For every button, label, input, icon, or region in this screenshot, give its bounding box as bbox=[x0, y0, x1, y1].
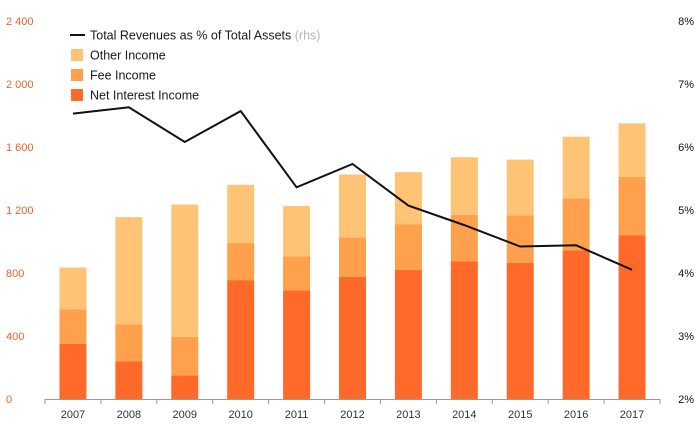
bar-fee-income-2007 bbox=[59, 309, 87, 344]
bar-other-income-2015 bbox=[506, 159, 534, 216]
bar-other-income-2011 bbox=[283, 206, 311, 257]
bar-fee-income-2012 bbox=[339, 237, 366, 277]
x-tick-label-2014: 2014 bbox=[452, 409, 476, 421]
legend-label-net-interest-income: Net Interest Income bbox=[90, 89, 199, 103]
x-tick-label-2013: 2013 bbox=[396, 409, 420, 421]
legend-label-fee-income: Fee Income bbox=[90, 69, 156, 83]
bar-other-income-2017 bbox=[618, 123, 646, 177]
bar-net-interest-income-2009 bbox=[171, 375, 199, 400]
line-total-revenues-pct bbox=[72, 106, 633, 271]
legend: Total Revenues as % of Total Assets (rhs… bbox=[70, 29, 320, 103]
x-tick-label-2007: 2007 bbox=[61, 409, 85, 421]
bar-other-income-2009 bbox=[171, 204, 199, 337]
bar-net-interest-income-2012 bbox=[339, 276, 366, 399]
bar-net-interest-income-2008 bbox=[115, 361, 143, 399]
bar-other-income-2012 bbox=[339, 174, 366, 238]
bar-net-interest-income-2007 bbox=[59, 343, 87, 400]
x-tick-label-2009: 2009 bbox=[173, 409, 197, 421]
y-left-tick-label: 1 200 bbox=[6, 205, 34, 217]
bar-other-income-2016 bbox=[562, 136, 590, 199]
bar-net-interest-income-2014 bbox=[450, 261, 478, 399]
bar-net-interest-income-2015 bbox=[506, 262, 534, 399]
axes-layer: 2007 2008 2009 2010 2011 2012 2013 2014 2015 2016… bbox=[6, 16, 694, 421]
bar-net-interest-income-2013 bbox=[394, 269, 422, 399]
legend-swatch-fee-income bbox=[71, 69, 83, 81]
bar-fee-income-2017 bbox=[618, 176, 646, 236]
legend-swatch-other-income bbox=[71, 49, 83, 61]
y-left-tick-label: 2 400 bbox=[6, 16, 34, 28]
bar-net-interest-income-2011 bbox=[283, 290, 311, 399]
legend-suffix-rhs: (rhs) bbox=[295, 29, 321, 43]
y-left-tick-label: 1 600 bbox=[6, 142, 34, 154]
y-left-tick-label: 400 bbox=[6, 331, 24, 343]
bar-other-income-2010 bbox=[227, 184, 255, 244]
y-right-tick-label: 4% bbox=[678, 268, 694, 280]
y-right-tick-label: 5% bbox=[678, 205, 694, 217]
bar-fee-income-2013 bbox=[394, 224, 422, 270]
bar-net-interest-income-2010 bbox=[227, 280, 255, 399]
legend-label-other-income: Other Income bbox=[90, 49, 166, 63]
bar-fee-income-2011 bbox=[283, 256, 311, 291]
bars-layer bbox=[59, 123, 646, 400]
x-tick-label-2011: 2011 bbox=[285, 409, 309, 421]
legend-swatch-net-interest-income bbox=[71, 89, 83, 101]
y-right-tick-label: 7% bbox=[678, 79, 694, 91]
legend-label-total-revenues: Total Revenues as % of Total Assets (rhs… bbox=[90, 29, 320, 43]
y-left-tick-label: 800 bbox=[6, 268, 24, 280]
x-tick-label-2015: 2015 bbox=[508, 409, 532, 421]
x-tick-label-2008: 2008 bbox=[117, 409, 141, 421]
x-tick-label-2017: 2017 bbox=[620, 409, 644, 421]
line-layer bbox=[72, 106, 633, 271]
bar-net-interest-income-2016 bbox=[562, 250, 590, 399]
bar-other-income-2007 bbox=[59, 267, 87, 310]
bar-fee-income-2015 bbox=[506, 215, 534, 263]
x-tick-label-2012: 2012 bbox=[340, 409, 364, 421]
y-left-tick-label: 0 bbox=[6, 394, 12, 406]
y-right-tick-label: 2% bbox=[678, 394, 694, 406]
bar-fee-income-2008 bbox=[115, 324, 143, 362]
bar-other-income-2008 bbox=[115, 217, 143, 325]
bar-net-interest-income-2017 bbox=[618, 235, 646, 399]
y-left-tick-label: 2 000 bbox=[6, 79, 34, 91]
x-tick-label-2016: 2016 bbox=[564, 409, 588, 421]
y-right-tick-label: 8% bbox=[678, 16, 694, 28]
bar-other-income-2014 bbox=[450, 157, 478, 215]
bar-fee-income-2010 bbox=[227, 243, 255, 281]
bar-fee-income-2009 bbox=[171, 336, 199, 376]
bar-fee-income-2016 bbox=[562, 198, 590, 251]
y-right-tick-label: 6% bbox=[678, 142, 694, 154]
y-right-tick-label: 3% bbox=[678, 331, 694, 343]
x-tick-label-2010: 2010 bbox=[228, 409, 252, 421]
